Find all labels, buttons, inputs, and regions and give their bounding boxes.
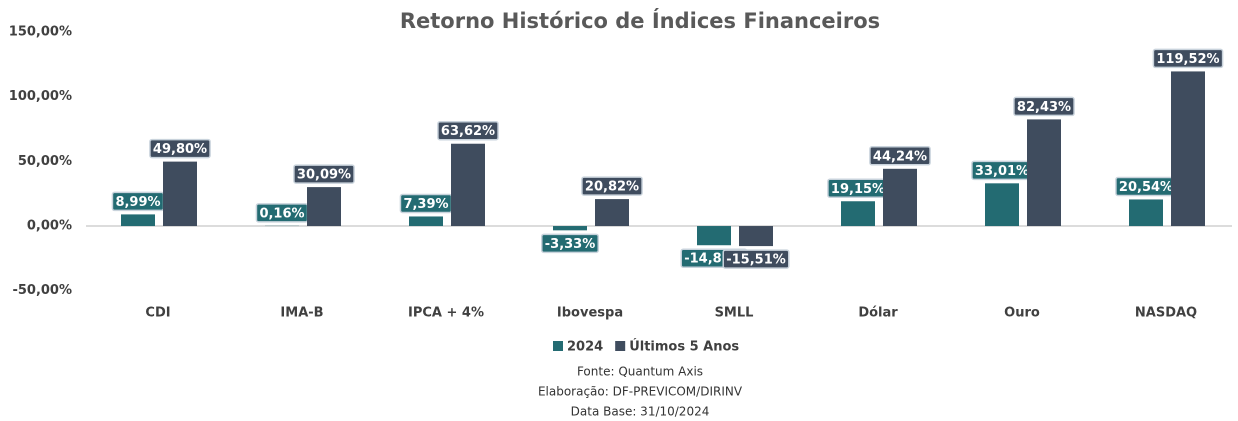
data-label-text: 119,52%: [1156, 52, 1219, 67]
data-label: 44,24%: [869, 146, 931, 166]
bar: [121, 214, 155, 227]
label-box: [149, 138, 211, 159]
data-label: 30,09%: [293, 164, 355, 184]
label-box: [437, 120, 499, 141]
bar: [163, 161, 197, 227]
data-label-text: 63,62%: [441, 124, 495, 139]
x-tick-label: IPCA + 4%: [408, 306, 484, 321]
data-label: -15,51%: [722, 249, 790, 269]
label-box: [1152, 48, 1224, 69]
y-tick-label: 0,00%: [27, 219, 72, 234]
data-label: 49,80%: [149, 138, 211, 159]
x-tick-label: NASDAQ: [1135, 306, 1197, 321]
data-label: 33,01%: [971, 160, 1033, 181]
label-box: [581, 176, 643, 196]
data-label: 0,16%: [255, 203, 309, 223]
x-tick-label: IMA-B: [280, 306, 323, 321]
bar: [1129, 199, 1163, 227]
data-label: -3,33%: [541, 233, 599, 254]
data-label: 82,43%: [1013, 96, 1075, 117]
data-label-text: 0,16%: [259, 206, 304, 221]
data-label: 20,82%: [581, 176, 643, 196]
bar: [739, 226, 773, 247]
y-tick-label: 50,00%: [18, 154, 72, 169]
data-label-text: 49,80%: [153, 142, 207, 157]
data-label-text: -3,33%: [545, 237, 596, 252]
footer-note: Data Base: 31/10/2024: [571, 405, 710, 419]
y-tick-label: 100,00%: [9, 89, 72, 104]
data-label-text: 8,99%: [115, 195, 160, 210]
data-label-text: 82,43%: [1017, 100, 1071, 115]
x-tick-label: SMLL: [715, 306, 754, 321]
footer-note: Elaboração: DF-PREVICOM/DIRINV: [538, 385, 743, 399]
data-label-text: 19,15%: [831, 182, 885, 197]
bar: [1027, 119, 1061, 227]
label-box: [869, 146, 931, 166]
data-label-text: 44,24%: [873, 149, 927, 164]
data-label: 19,15%: [827, 178, 889, 199]
bar: [697, 226, 731, 246]
bar: [1171, 71, 1205, 227]
data-label-text: 33,01%: [975, 164, 1029, 179]
data-label: 119,52%: [1152, 48, 1224, 69]
footer-note: Fonte: Quantum Axis: [577, 365, 703, 379]
data-label-text: 20,54%: [1119, 180, 1173, 195]
legend-swatch: [553, 341, 563, 351]
bar: [307, 187, 341, 227]
data-label-text: 7,39%: [403, 197, 448, 212]
y-tick-label: -50,00%: [12, 283, 72, 298]
label-box: [722, 249, 790, 269]
data-label: 7,39%: [399, 193, 453, 214]
legend-label: Últimos 5 Anos: [629, 339, 739, 355]
legend-label: 2024: [567, 340, 603, 355]
data-label: 20,54%: [1115, 176, 1177, 197]
bar: [841, 201, 875, 227]
bar: [409, 216, 443, 227]
x-tick-label: CDI: [145, 306, 170, 321]
label-box: [293, 164, 355, 184]
x-tick-label: Dólar: [858, 306, 898, 321]
data-label: 63,62%: [437, 120, 499, 141]
label-box: [541, 233, 599, 254]
chart-title: Retorno Histórico de Índices Financeiros: [400, 8, 880, 33]
label-box: [1013, 96, 1075, 117]
bar: [883, 168, 917, 227]
data-label-text: -15,51%: [726, 253, 786, 268]
bar: [451, 143, 485, 227]
bar: [985, 183, 1019, 227]
legend-swatch: [615, 341, 626, 351]
data-label-text: 20,82%: [585, 180, 639, 195]
x-tick-label: Ouro: [1004, 306, 1040, 321]
x-tick-label: Ibovespa: [557, 306, 623, 321]
bar: [553, 226, 587, 231]
bar: [595, 199, 629, 227]
data-label-text: 30,09%: [297, 168, 351, 183]
data-label: 8,99%: [111, 191, 165, 212]
y-tick-label: 150,00%: [9, 25, 72, 40]
